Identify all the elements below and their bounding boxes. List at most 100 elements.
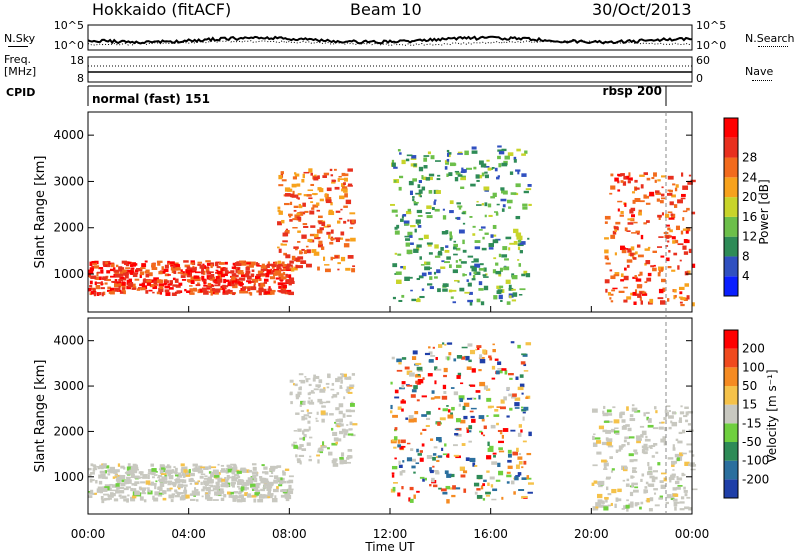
heatmap-cell xyxy=(427,283,433,286)
heatmap-cell xyxy=(140,287,146,291)
heatmap-cell xyxy=(515,464,520,469)
heatmap-cell xyxy=(157,474,163,478)
heatmap-cell xyxy=(421,395,427,398)
heatmap-cell xyxy=(277,221,282,226)
heatmap-cell xyxy=(173,292,177,296)
heatmap-cell xyxy=(285,265,290,270)
heatmap-cell xyxy=(195,271,201,274)
heatmap-cell xyxy=(444,249,450,253)
heatmap-cell xyxy=(663,417,667,421)
heatmap-cell xyxy=(603,468,608,470)
heatmap-cell xyxy=(175,491,179,494)
date-label: 30/Oct/2013 xyxy=(592,0,692,19)
heatmap-cell xyxy=(298,454,305,457)
heatmap-cell xyxy=(89,280,93,285)
heatmap-cell xyxy=(326,231,331,235)
heatmap-cell xyxy=(471,278,476,281)
heatmap-cell xyxy=(669,235,672,238)
heatmap-cell xyxy=(501,208,505,212)
heatmap-cell xyxy=(100,467,104,470)
heatmap-cell xyxy=(238,487,241,490)
heatmap-cell xyxy=(685,411,689,416)
heatmap-cell xyxy=(679,301,683,304)
heatmap-cell xyxy=(457,153,463,155)
heatmap-cell xyxy=(411,465,416,469)
heatmap-cell xyxy=(123,488,129,491)
heatmap-cell xyxy=(259,477,265,482)
heatmap-cell xyxy=(466,279,469,282)
heatmap-cell xyxy=(486,397,492,402)
heatmap-cell xyxy=(617,200,623,203)
heatmap-cell xyxy=(482,498,486,501)
heatmap-cell xyxy=(421,414,427,417)
heatmap-cell xyxy=(606,438,613,443)
x-axis-label: Time UT xyxy=(364,540,415,554)
heatmap-cell xyxy=(201,267,205,273)
heatmap-cell xyxy=(604,249,609,254)
heatmap-cell xyxy=(283,267,286,271)
heatmap-cell xyxy=(190,276,197,281)
heatmap-cell xyxy=(668,415,674,419)
heatmap-cell xyxy=(224,480,228,485)
heatmap-cell xyxy=(281,488,287,493)
heatmap-cell xyxy=(662,436,666,440)
heatmap-cell xyxy=(118,267,125,272)
heatmap-cell xyxy=(315,420,319,422)
heatmap-cell xyxy=(624,227,628,232)
heatmap-cell xyxy=(444,343,447,346)
heatmap-cell xyxy=(231,466,238,472)
heatmap-cell xyxy=(339,456,344,460)
heatmap-cell xyxy=(142,476,148,479)
heatmap-cell xyxy=(461,167,464,172)
heatmap-cell xyxy=(339,459,343,464)
heatmap-cell xyxy=(603,420,610,423)
heatmap-cell xyxy=(636,284,643,289)
heatmap-cell xyxy=(509,377,513,380)
heatmap-cell xyxy=(223,267,228,271)
heatmap-cell xyxy=(274,495,277,499)
x-tick-label: 12:00 xyxy=(373,527,408,541)
heatmap-cell xyxy=(492,239,499,244)
heatmap-cell xyxy=(613,274,620,277)
heatmap-cell xyxy=(342,459,347,465)
heatmap-cell xyxy=(424,352,430,356)
heatmap-cell xyxy=(624,466,628,470)
heatmap-cell xyxy=(615,449,622,452)
heatmap-cell xyxy=(659,495,663,499)
heatmap-cell xyxy=(676,477,683,481)
heatmap-cell xyxy=(291,266,294,268)
heatmap-cell xyxy=(310,183,315,187)
heatmap-cell xyxy=(646,220,650,223)
heatmap-cell xyxy=(447,356,450,361)
heatmap-cell xyxy=(661,186,664,189)
heatmap-cell xyxy=(597,499,603,504)
heatmap-cell xyxy=(653,492,657,495)
heatmap-cell xyxy=(603,466,607,469)
heatmap-cell xyxy=(392,296,396,300)
colorbar-tick-label: 24 xyxy=(742,170,757,184)
heatmap-cell xyxy=(292,383,296,386)
heatmap-cell xyxy=(307,189,314,192)
heatmap-cell xyxy=(136,268,141,271)
heatmap-cell xyxy=(520,429,523,433)
heatmap-cell xyxy=(126,471,132,475)
heatmap-cell xyxy=(473,166,477,170)
heatmap-cell xyxy=(446,173,449,177)
heatmap-cell xyxy=(204,475,208,478)
heatmap-cell xyxy=(674,506,677,511)
heatmap-cell xyxy=(676,476,679,478)
heatmap-cell xyxy=(592,435,595,441)
heatmap-cell xyxy=(666,411,670,417)
heatmap-cell xyxy=(163,268,169,273)
heatmap-cell xyxy=(351,373,356,376)
heatmap-cell xyxy=(174,494,180,498)
heatmap-cell xyxy=(623,275,629,281)
heatmap-cell xyxy=(472,275,476,279)
heatmap-cell xyxy=(164,264,169,269)
nsearch-trace xyxy=(87,39,693,46)
heatmap-cell xyxy=(305,245,309,248)
heatmap-cell xyxy=(253,281,256,285)
heatmap-cell xyxy=(464,150,469,156)
